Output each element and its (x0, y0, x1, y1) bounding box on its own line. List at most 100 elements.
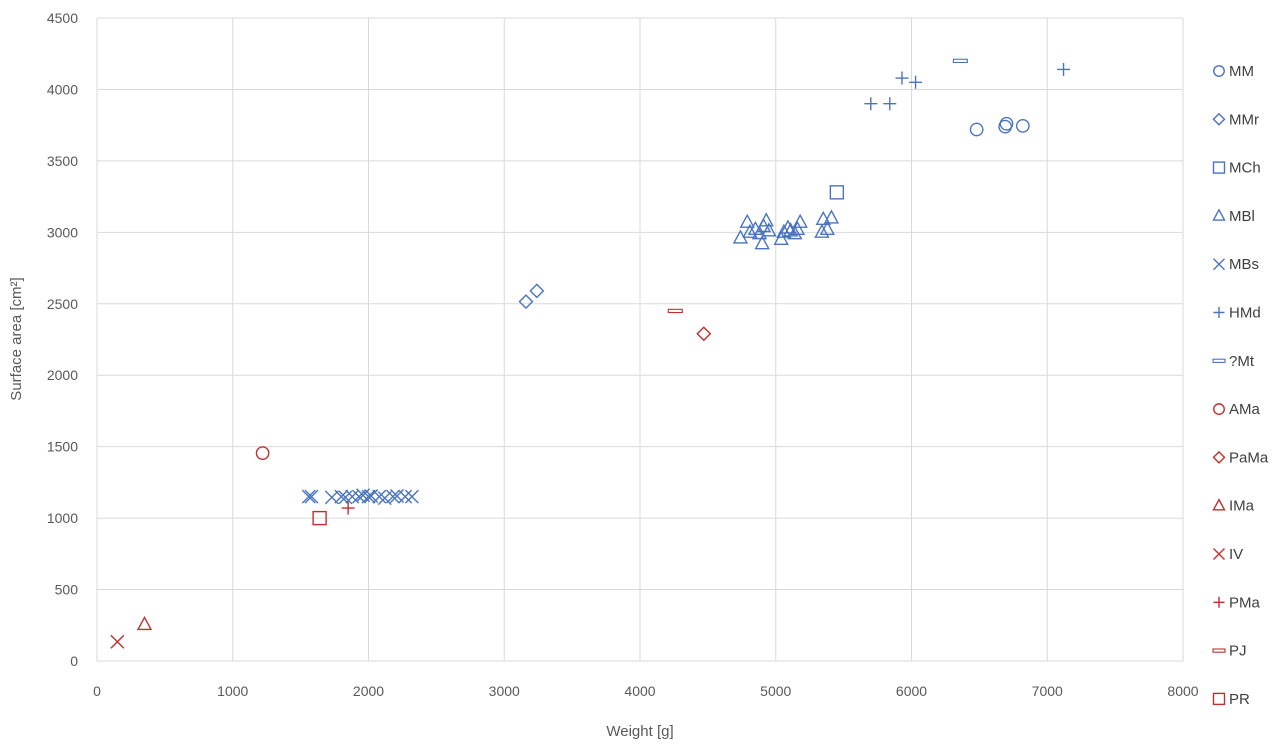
series-IMa (136, 615, 153, 631)
legend-marker (1212, 692, 1226, 706)
y-tick-label: 4000 (47, 81, 78, 97)
legend-label: IV (1229, 546, 1243, 563)
y-tick-label: 1000 (47, 510, 78, 526)
legend-item: ?Mt (1212, 353, 1255, 370)
x-tick-label: 0 (93, 683, 101, 699)
series-MCh (829, 185, 845, 200)
x-tick-label: 8000 (1167, 683, 1198, 699)
data-point (773, 230, 789, 246)
data-point (739, 213, 755, 228)
x-tick-label: 3000 (489, 683, 520, 699)
x-tick-label: 7000 (1032, 683, 1063, 699)
x-tick-labels: 0 1000 2000 3000 4000 5000 6000 7000 8000 (93, 683, 1199, 699)
data-point (819, 220, 836, 236)
x-tick-label: 2000 (353, 683, 384, 699)
data-point (372, 489, 387, 504)
data-point (304, 489, 319, 504)
data-point (404, 489, 419, 504)
y-tick-label: 2500 (47, 296, 78, 312)
legend-marker (1212, 112, 1226, 126)
legend-item: PMa (1213, 594, 1261, 611)
legend-item: MM (1213, 63, 1254, 80)
legend-marker (1212, 161, 1226, 174)
legend-marker (1213, 65, 1225, 77)
series-?Mt (952, 58, 968, 64)
data-point (864, 97, 878, 111)
gridlines (96, 17, 1184, 662)
series-MM (969, 116, 1030, 137)
legend-label: MBs (1229, 256, 1259, 273)
legend-marker (1212, 648, 1226, 653)
data-point (895, 71, 909, 85)
data-point (999, 116, 1014, 131)
data-point (780, 219, 796, 234)
data-point (312, 510, 327, 526)
data-point (518, 294, 534, 310)
series-PR (312, 510, 327, 526)
legend-label: PJ (1229, 643, 1247, 660)
legend-marker (1212, 358, 1226, 363)
legend-item: IMa (1212, 498, 1255, 515)
legend-item: AMa (1213, 401, 1261, 418)
legend-label: IMa (1229, 498, 1255, 515)
x-tick-label: 1000 (217, 683, 248, 699)
legend-item: HMd (1213, 305, 1261, 322)
legend-marker (1212, 450, 1226, 464)
legend-item: PR (1212, 691, 1250, 708)
data-point (751, 225, 768, 240)
data-point (742, 223, 758, 238)
series-AMa (255, 446, 270, 460)
legend-item: PaMa (1212, 449, 1269, 466)
legend-item: MBs (1213, 256, 1259, 273)
legend-label: AMa (1229, 401, 1261, 418)
legend-marker (1212, 498, 1226, 511)
series-PaMa (696, 326, 712, 342)
legend: MM MMr MCh MBl MBs HMd ?Mt AMa PaMa IMa IV PMa PJ PR (1212, 63, 1269, 708)
legend-marker (1213, 258, 1225, 271)
legend-marker (1213, 307, 1225, 318)
legend-label: HMd (1229, 305, 1261, 322)
data-point (883, 97, 897, 111)
data-point (823, 209, 840, 224)
legend-label: ?Mt (1229, 353, 1255, 370)
data-point (952, 58, 968, 64)
y-tick-label: 0 (70, 653, 78, 669)
data-point (696, 326, 712, 342)
series-MBs (301, 488, 419, 506)
legend-marker (1213, 548, 1225, 560)
data-point (341, 501, 355, 515)
y-tick-label: 2000 (47, 367, 78, 383)
data-point (136, 615, 153, 631)
data-point (761, 222, 777, 237)
y-tick-label: 3000 (47, 224, 78, 240)
data-point (829, 185, 845, 200)
series-PMa (341, 501, 355, 515)
y-tick-label: 3500 (47, 153, 78, 169)
data-point (815, 210, 831, 226)
legend-item: MMr (1212, 111, 1259, 128)
data-point (110, 634, 125, 649)
data-point (529, 283, 545, 299)
data-point (385, 489, 400, 504)
series-PJ (667, 308, 683, 314)
data-point (758, 212, 774, 227)
legend-marker (1212, 208, 1226, 221)
legend-item: MCh (1212, 160, 1261, 177)
data-point (334, 489, 349, 504)
legend-label: PR (1229, 691, 1250, 708)
legend-label: MM (1229, 63, 1254, 80)
data-point (255, 446, 270, 460)
legend-item: PJ (1212, 643, 1247, 660)
series-IV (110, 634, 125, 649)
x-axis-title: Weight [g] (606, 723, 673, 740)
legend-label: PaMa (1229, 449, 1269, 466)
legend-label: PMa (1229, 594, 1261, 611)
data-point (789, 220, 806, 236)
y-tick-label: 1500 (47, 439, 78, 455)
x-tick-label: 4000 (624, 683, 655, 699)
x-tick-label: 6000 (896, 683, 927, 699)
legend-marker (1213, 596, 1225, 608)
x-tick-label: 5000 (760, 683, 791, 699)
